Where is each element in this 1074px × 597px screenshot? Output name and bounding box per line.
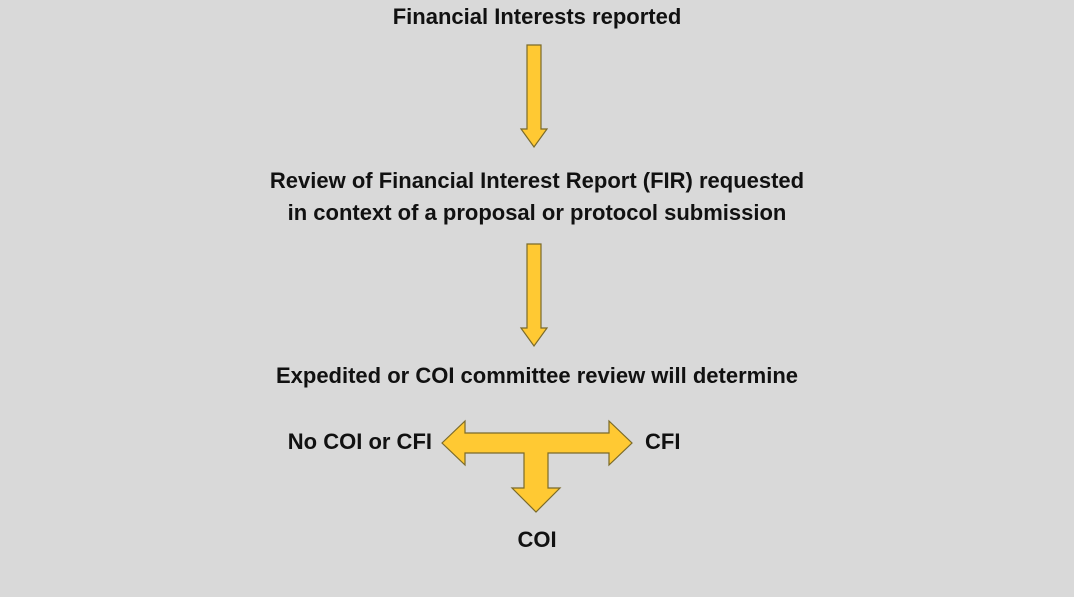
review-label-line2: in context of a proposal or protocol sub… bbox=[287, 200, 787, 225]
outcome-left-label: No COI or CFI bbox=[287, 429, 432, 454]
down-arrow-2 bbox=[519, 243, 549, 348]
review-label-line1: Review of Financial Interest Report (FIR… bbox=[269, 168, 805, 193]
down-arrow-1 bbox=[519, 44, 549, 149]
title-label: Financial Interests reported bbox=[392, 4, 682, 29]
determine-label: Expedited or COI committee review will d… bbox=[275, 363, 799, 388]
three-way-arrow bbox=[441, 419, 633, 513]
outcome-right-label: CFI bbox=[645, 429, 681, 454]
outcome-bottom-label: COI bbox=[517, 527, 557, 552]
